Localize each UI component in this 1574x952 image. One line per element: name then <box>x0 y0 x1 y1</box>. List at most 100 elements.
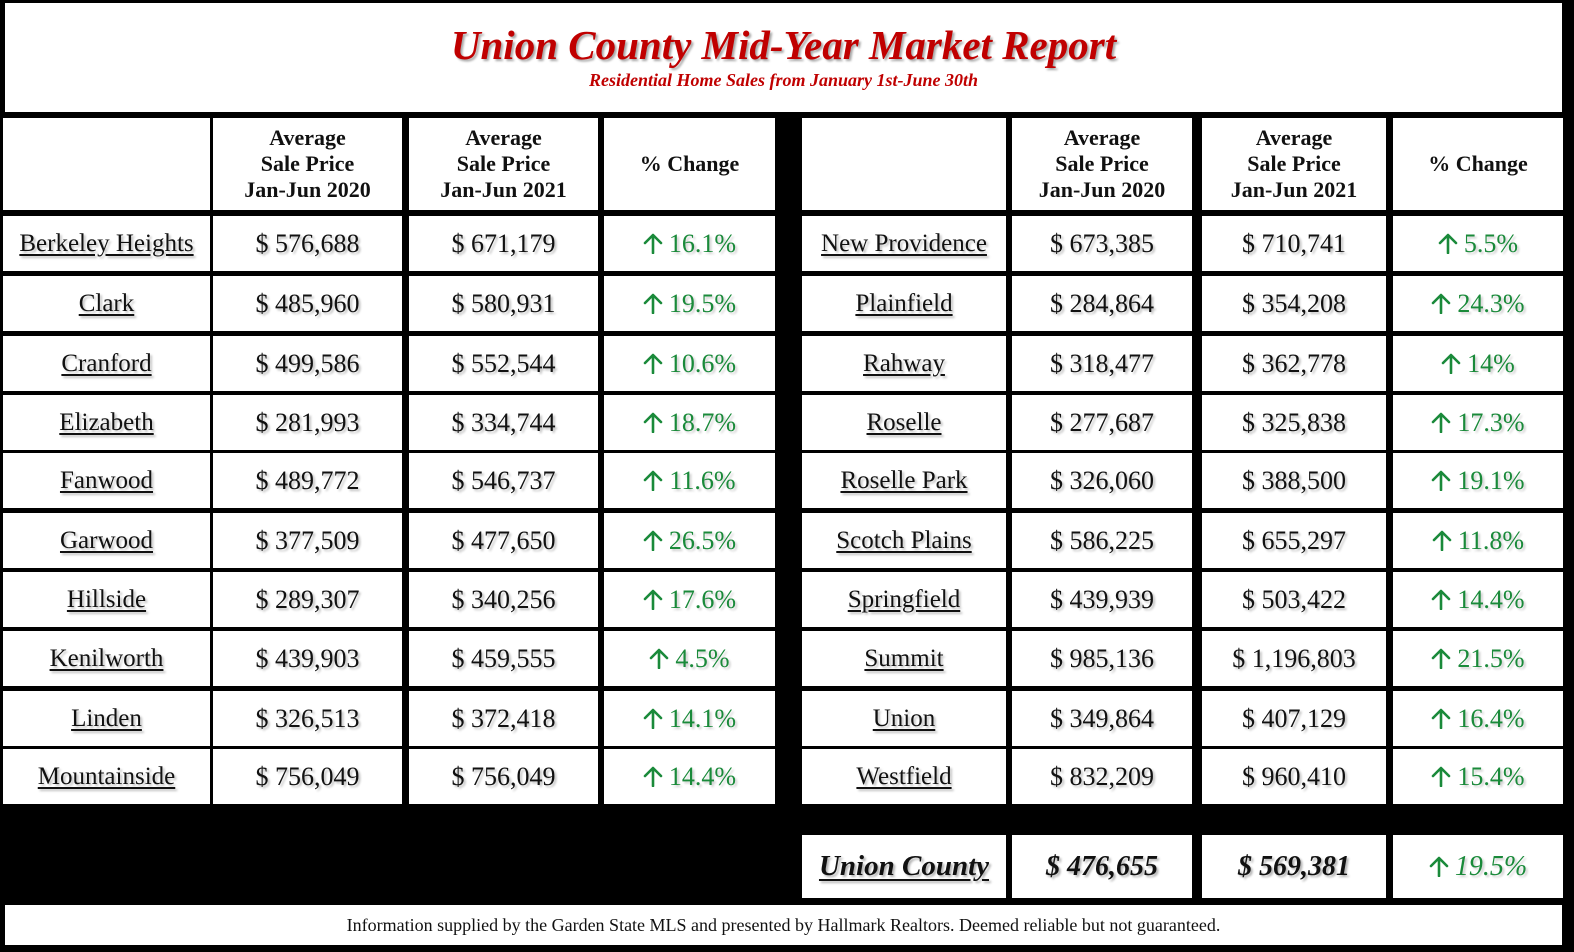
town-name: Roselle Park <box>840 466 968 494</box>
avg-price-2020: $ 576,688 <box>255 228 360 258</box>
avg-2020-cell: $ 377,509 <box>213 513 402 568</box>
change-cell: 10.6% <box>604 336 775 391</box>
change-cell: 14% <box>1393 336 1563 391</box>
avg-price-2020: $ 326,060 <box>1050 465 1154 495</box>
avg-price-2020: $ 586,225 <box>1050 525 1154 555</box>
avg-2021-cell: $ 756,049 <box>409 749 598 804</box>
change-cell: 4.5% <box>604 631 775 686</box>
avg-2020-cell: $ 326,060 <box>1012 453 1192 508</box>
town-name-cell: Roselle <box>802 395 1006 450</box>
arrow-up-icon <box>1432 708 1451 729</box>
avg-2020-cell: $ 673,385 <box>1012 216 1192 271</box>
percent-change: 17.6% <box>643 585 736 615</box>
town-name: Hillside <box>66 585 147 613</box>
town-name-cell: Plainfield <box>802 276 1006 331</box>
town-name: Garwood <box>59 526 154 554</box>
avg-2021-cell: $ 459,555 <box>409 631 598 686</box>
avg-2020-cell: $ 439,939 <box>1012 572 1192 627</box>
town-name-cell: Garwood <box>3 513 210 568</box>
arrow-up-icon <box>1438 233 1458 254</box>
change-cell: 16.1% <box>604 216 775 271</box>
county-total-2020-cell: $ 476,655 <box>1012 835 1192 898</box>
percent-change: 26.5% <box>643 526 736 556</box>
percent-change-value: 14.4% <box>1457 584 1525 614</box>
footer-disclaimer: Information supplied by the Garden State… <box>5 905 1562 945</box>
avg-price-2020: $ 277,687 <box>1050 407 1154 437</box>
percent-change: 11.8% <box>1432 526 1524 556</box>
avg-price-2020: $ 499,586 <box>255 348 360 378</box>
avg-price-2020: $ 377,509 <box>255 525 360 555</box>
avg-2021-cell: $ 354,208 <box>1202 276 1386 331</box>
change-cell: 14.4% <box>604 749 775 804</box>
column-header-line: Average <box>1063 125 1141 150</box>
county-total-2021-cell: $ 569,381 <box>1202 835 1386 898</box>
avg-price-2021: $ 710,741 <box>1242 228 1346 258</box>
percent-change-value: 16.4% <box>1457 703 1525 733</box>
change-cell: 5.5% <box>1393 216 1563 271</box>
percent-change-value: 24.3% <box>1457 288 1525 318</box>
town-name-cell: Mountainside <box>3 749 210 804</box>
percent-change-value: 14% <box>1467 348 1515 378</box>
column-header-line: Jan-Jun 2020 <box>244 177 371 202</box>
town-name: New Providence <box>821 229 987 257</box>
percent-change: 19.5% <box>643 289 736 319</box>
column-header-line: Average <box>269 125 346 150</box>
avg-2021-cell: $ 655,297 <box>1202 513 1386 568</box>
percent-change-value: 21.5% <box>1457 643 1525 673</box>
percent-change-value: 17.6% <box>668 584 737 614</box>
town-name: Westfield <box>856 762 952 790</box>
avg-price-2020: $ 756,049 <box>255 761 360 791</box>
town-name: Fanwood <box>59 466 154 494</box>
percent-change-value: 15.4% <box>1457 761 1525 791</box>
percent-change: 19.1% <box>1431 466 1525 496</box>
avg-2021-cell: $ 407,129 <box>1202 691 1386 746</box>
column-header-line: Sale Price <box>456 151 551 176</box>
avg-price-2021: $ 1,196,803 <box>1232 643 1356 673</box>
right-header-town <box>802 118 1006 210</box>
avg-2020-cell: $ 281,993 <box>213 395 402 450</box>
percent-change: 5.5% <box>1438 229 1518 259</box>
change-cell: 21.5% <box>1393 631 1563 686</box>
avg-price-2021: $ 580,931 <box>451 288 556 318</box>
town-name-cell: Roselle Park <box>802 453 1006 508</box>
avg-price-2021: $ 960,410 <box>1242 761 1346 791</box>
avg-price-2020: $ 281,993 <box>255 407 360 437</box>
arrow-up-icon <box>1432 766 1451 787</box>
percent-change: 10.6% <box>643 349 736 379</box>
report-header: Union County Mid-Year Market Report Resi… <box>5 3 1562 112</box>
avg-price-2020: $ 349,864 <box>1050 703 1154 733</box>
town-name: Berkeley Heights <box>19 229 194 257</box>
county-total-2021: $ 569,381 <box>1238 850 1350 882</box>
avg-price-2020: $ 439,903 <box>255 643 360 673</box>
percent-change-value: 10.6% <box>668 348 737 378</box>
change-cell: 15.4% <box>1393 749 1563 804</box>
arrow-up-icon <box>1429 856 1449 877</box>
avg-2020-cell: $ 586,225 <box>1012 513 1192 568</box>
town-name: Springfield <box>847 585 961 613</box>
town-name: Plainfield <box>855 289 953 317</box>
change-cell: 11.8% <box>1393 513 1563 568</box>
town-name-cell: Union <box>802 691 1006 746</box>
avg-2020-cell: $ 499,586 <box>213 336 402 391</box>
percent-change: 4.5% <box>649 644 730 674</box>
percent-change-value: 16.1% <box>668 228 737 258</box>
right-header-avg_2021: Average Sale Price Jan-Jun 2021 <box>1202 118 1386 210</box>
change-cell: 17.3% <box>1393 395 1563 450</box>
arrow-up-icon <box>1432 412 1451 433</box>
avg-price-2021: $ 477,650 <box>451 525 556 555</box>
avg-price-2021: $ 503,422 <box>1242 584 1346 614</box>
percent-change-value: 5.5% <box>1463 228 1519 258</box>
arrow-up-icon <box>643 766 663 787</box>
town-name-cell: New Providence <box>802 216 1006 271</box>
percent-change: 21.5% <box>1431 643 1525 674</box>
town-name: Clark <box>78 289 135 317</box>
avg-2021-cell: $ 960,410 <box>1202 749 1386 804</box>
percent-change: 11.6% <box>643 466 736 496</box>
town-name-cell: Linden <box>3 691 210 746</box>
column-header-change: % Change <box>1428 151 1528 176</box>
change-cell: 11.6% <box>604 453 775 508</box>
avg-2020-cell: $ 985,136 <box>1012 631 1192 686</box>
county-total-name: Union County <box>818 850 990 882</box>
avg-price-2021: $ 546,737 <box>451 465 556 495</box>
column-header-line: Jan-Jun 2021 <box>440 177 567 202</box>
